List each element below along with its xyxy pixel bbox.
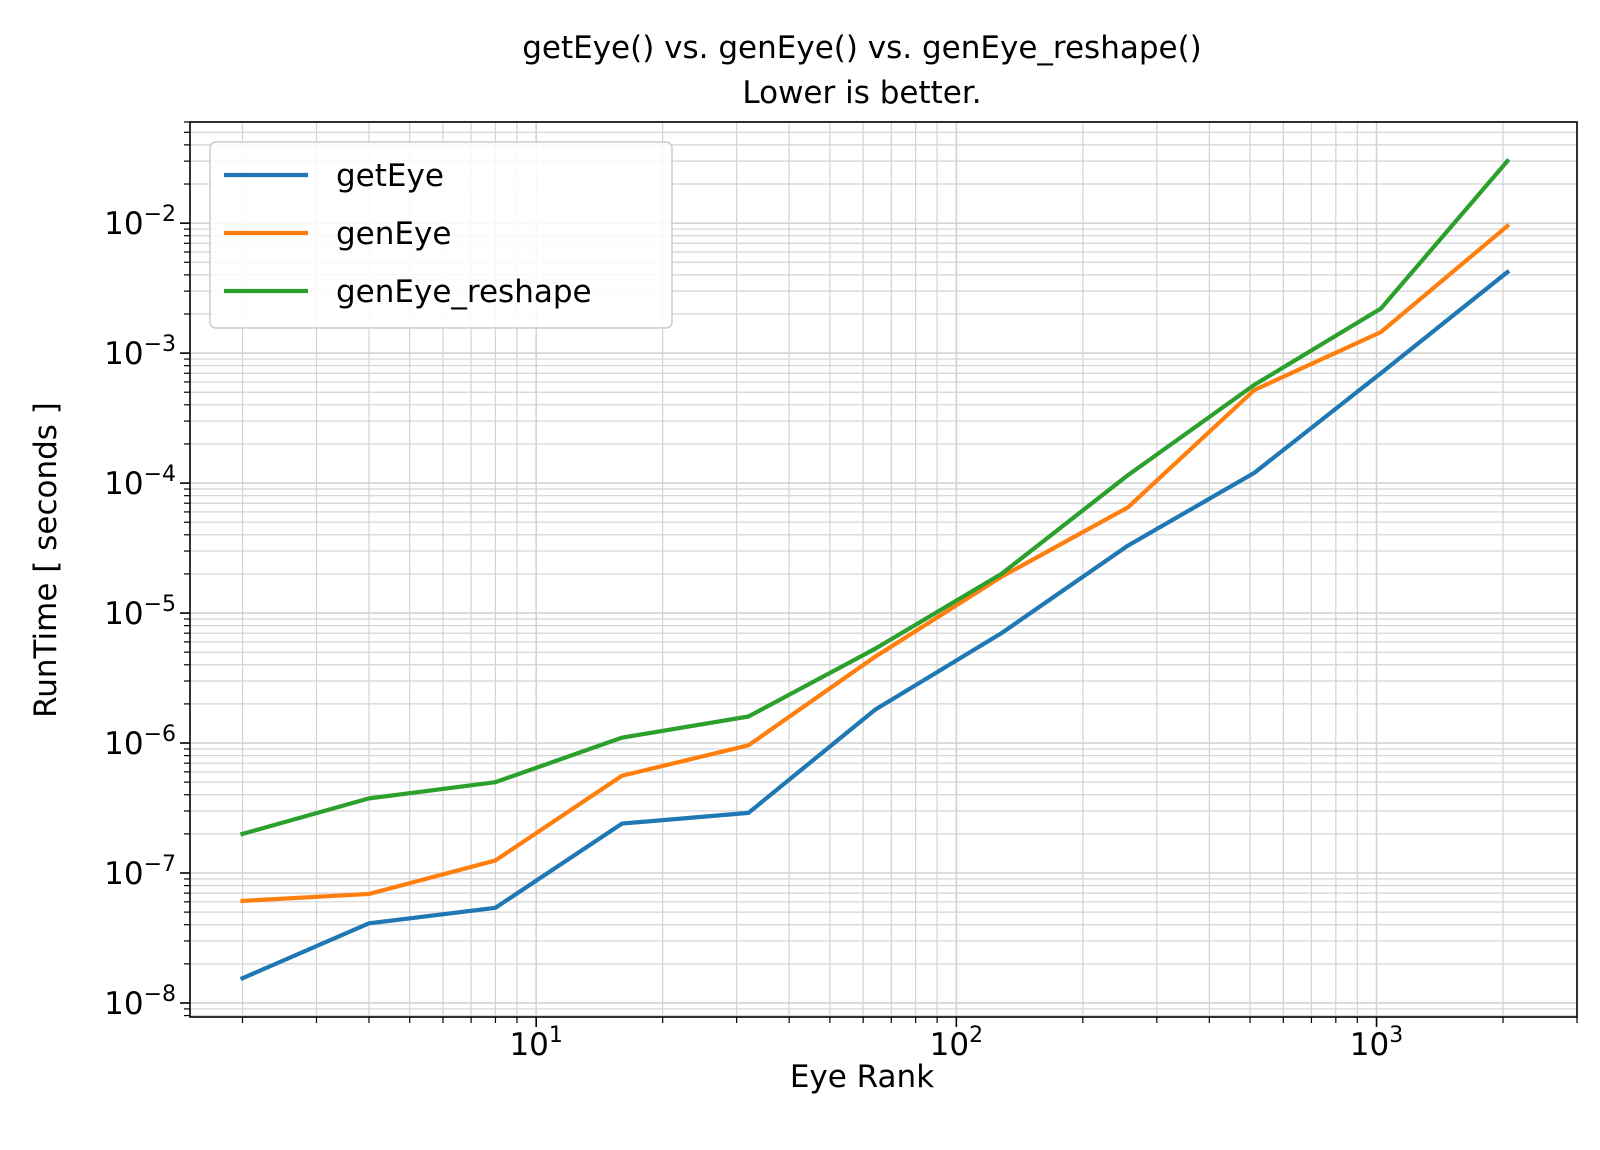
series-line-geneye	[240, 223, 1511, 904]
y-axis-label: RunTime [ seconds ]	[28, 402, 64, 718]
y-tick-label: 10−4	[104, 462, 176, 502]
major-grid	[190, 122, 1577, 1017]
series-line-geneye-reshape	[239, 158, 1511, 837]
plot-area-frame	[189, 121, 1578, 1018]
x-tick-label: 103	[1350, 1023, 1403, 1063]
chart-title: getEye() vs. genEye() vs. genEye_reshape…	[522, 30, 1202, 66]
x-tick-label: 102	[930, 1023, 983, 1063]
x-axis-label: Eye Rank	[790, 1059, 934, 1095]
x-axis-ticks: 101 102 103	[241, 1017, 1578, 1063]
series-line-geteye	[239, 269, 1511, 982]
legend: getEye genEye genEye_reshape	[209, 141, 673, 329]
y-tick-label: 10−7	[104, 852, 176, 892]
series-layer	[239, 158, 1511, 982]
y-tick-label: 10−2	[104, 202, 176, 242]
legend-frame	[209, 141, 673, 329]
y-axis-ticks: 10−8 10−7 10−6 10−5 10−4 10−3 10−2	[104, 121, 190, 1022]
y-tick-label: 10−3	[104, 332, 176, 372]
y-tick-label: 10−6	[104, 722, 176, 762]
legend-label-geneye-reshape: genEye_reshape	[336, 274, 592, 310]
y-tick-label: 10−8	[104, 982, 176, 1022]
legend-label-geteye: getEye	[336, 158, 444, 194]
y-tick-label: 10−5	[104, 592, 176, 632]
legend-label-geneye: genEye	[336, 216, 451, 252]
chart-subtitle: Lower is better.	[742, 75, 981, 111]
x-tick-label: 101	[509, 1023, 562, 1063]
